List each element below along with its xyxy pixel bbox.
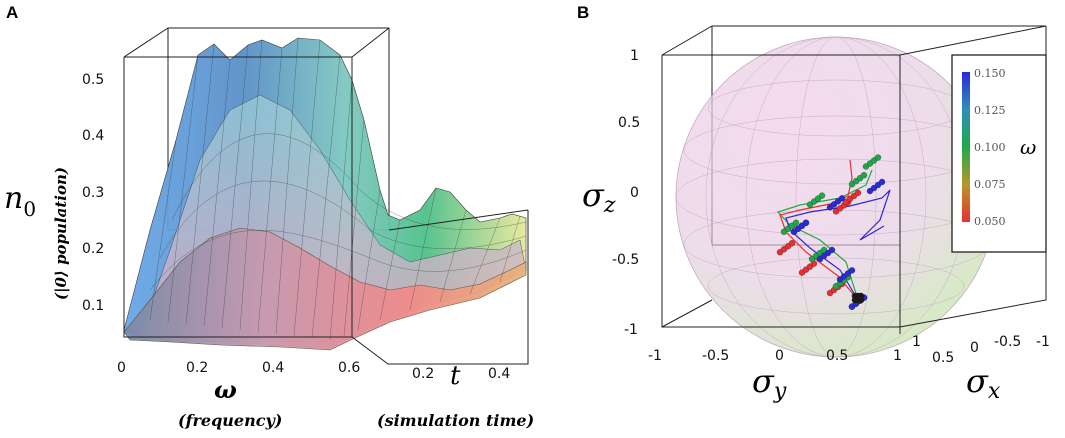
trajectories: [776, 154, 891, 310]
trajectory-line: [776, 169, 873, 301]
panel-a-box-front: [123, 27, 529, 365]
panel-a-label: A: [6, 3, 18, 22]
sigma-y-tick-label: 0: [775, 348, 784, 364]
trajectory-points: [776, 154, 886, 310]
z-tick-label: -0.5: [612, 252, 639, 268]
sigma-y-tick-label: -0.5: [702, 348, 729, 364]
sigma-y-tick-label: 1: [893, 348, 902, 364]
z-tick-label: 0: [630, 185, 639, 201]
colorbar-tick-label: 0.050: [974, 215, 1006, 228]
panel-b-sigma-y-label: σy: [752, 362, 787, 404]
colorbar-tick-label: 0.125: [974, 104, 1006, 117]
panel-a-z-symbol: n0: [4, 181, 36, 221]
sigma-x-tick-label: -0.5: [994, 334, 1021, 350]
trajectory-point: [802, 219, 810, 226]
panel-a-surface: [123, 37, 527, 351]
panel-b-y-ticks: -1 -0.5 0 0.5 1: [648, 348, 902, 364]
x-tick-label: 0: [117, 360, 126, 376]
panel-a-y-ticks: 0.2 0.4: [412, 366, 510, 382]
trajectory-point: [848, 267, 856, 274]
trajectory-point: [860, 172, 868, 179]
trajectory-point: [838, 195, 846, 202]
trajectory-start-point: [857, 296, 865, 304]
panel-a: A: [4, 3, 534, 430]
panel-a-y-symbol: t: [450, 361, 461, 391]
z-tick-label: 0.1: [82, 298, 104, 314]
panel-a-x-description: (frequency): [178, 411, 282, 430]
colorbar-tick-label: 0.100: [974, 141, 1006, 154]
sigma-y-tick-label: 0.5: [826, 348, 848, 364]
sigma-x-tick-label: -1: [1036, 334, 1050, 350]
trajectory-line: [779, 159, 859, 301]
panel-a-x-symbol: ω: [214, 375, 237, 404]
y-tick-label: 0.2: [412, 366, 434, 382]
colorbar-label: ω: [1020, 135, 1036, 159]
trajectory-point: [792, 219, 800, 226]
panel-a-z-ticks: 0.5 0.4 0.3 0.2 0.1: [82, 72, 104, 314]
sphere-body: [675, 36, 997, 358]
panel-b-z-symbol: σz: [582, 176, 616, 218]
trajectory-point: [828, 246, 836, 254]
sigma-x-tick-label: 0.5: [932, 350, 954, 366]
surface-front-sheet: [123, 227, 527, 351]
trajectory-point: [878, 178, 886, 186]
colorbar: 0.150 0.125 0.100 0.075 0.050 ω: [951, 54, 1047, 253]
panel-a-y-description: (simulation time): [377, 411, 534, 430]
z-tick-label: 1: [630, 48, 639, 64]
x-tick-label: 0.4: [262, 360, 284, 376]
sigma-x-tick-label: 0: [970, 340, 979, 356]
sigma-y-tick-label: -1: [648, 348, 662, 364]
z-tick-label: 0.5: [82, 72, 104, 88]
bloch-sphere: [675, 36, 997, 358]
trajectory-point: [788, 240, 796, 247]
colorbar-tick-label: 0.150: [974, 67, 1006, 80]
colorbar-tick-label: 0.075: [974, 178, 1006, 191]
trajectory-point: [874, 154, 882, 161]
z-tick-label: 0.4: [82, 128, 104, 144]
panel-a-z-description: (|0⟩ population): [52, 167, 70, 300]
panel-b-x-ticks: 1 0.5 0 -0.5 -1: [912, 334, 1050, 366]
x-tick-label: 0.6: [338, 360, 360, 376]
z-tick-label: 0.2: [82, 241, 104, 257]
sigma-x-tick-label: 1: [912, 334, 921, 350]
trajectory-point: [818, 192, 826, 199]
colorbar-gradient: [962, 72, 970, 222]
x-tick-label: 0.2: [186, 360, 208, 376]
panel-b-label: B: [577, 3, 589, 22]
z-tick-label: 0.3: [82, 185, 104, 201]
panel-a-x-ticks: 0 0.2 0.4 0.6: [117, 360, 360, 376]
panel-b-sigma-x-label: σx: [966, 362, 1001, 404]
z-tick-label: -1: [624, 322, 638, 338]
panel-b-z-ticks: 1 0.5 0 -0.5 -1: [612, 48, 640, 338]
trajectory-point: [854, 189, 862, 197]
panel-b: B: [577, 3, 1050, 404]
y-tick-label: 0.4: [488, 366, 510, 382]
z-tick-label: 0.5: [618, 115, 640, 131]
